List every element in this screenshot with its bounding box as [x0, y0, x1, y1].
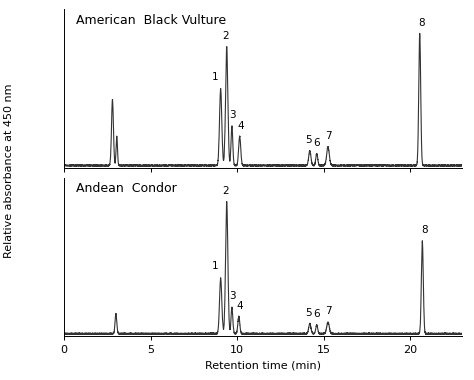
- X-axis label: Retention time (min): Retention time (min): [205, 361, 321, 371]
- Text: 5: 5: [305, 135, 311, 145]
- Text: Andean  Condor: Andean Condor: [76, 182, 177, 195]
- Text: 4: 4: [237, 301, 243, 310]
- Text: 8: 8: [418, 18, 425, 28]
- Text: 8: 8: [421, 225, 428, 235]
- Text: 5: 5: [305, 308, 311, 318]
- Text: 7: 7: [326, 306, 332, 317]
- Text: 3: 3: [229, 291, 236, 301]
- Text: 7: 7: [326, 131, 332, 141]
- Text: 1: 1: [212, 261, 219, 271]
- Text: American  Black Vulture: American Black Vulture: [76, 14, 226, 27]
- Text: 2: 2: [222, 31, 229, 41]
- Text: 3: 3: [229, 110, 236, 120]
- Text: 1: 1: [212, 72, 219, 82]
- Text: 4: 4: [237, 120, 244, 130]
- Text: 2: 2: [222, 186, 229, 196]
- Text: 6: 6: [313, 309, 320, 319]
- Text: Relative absorbance at 450 nm: Relative absorbance at 450 nm: [3, 84, 14, 258]
- Text: 6: 6: [313, 138, 320, 148]
